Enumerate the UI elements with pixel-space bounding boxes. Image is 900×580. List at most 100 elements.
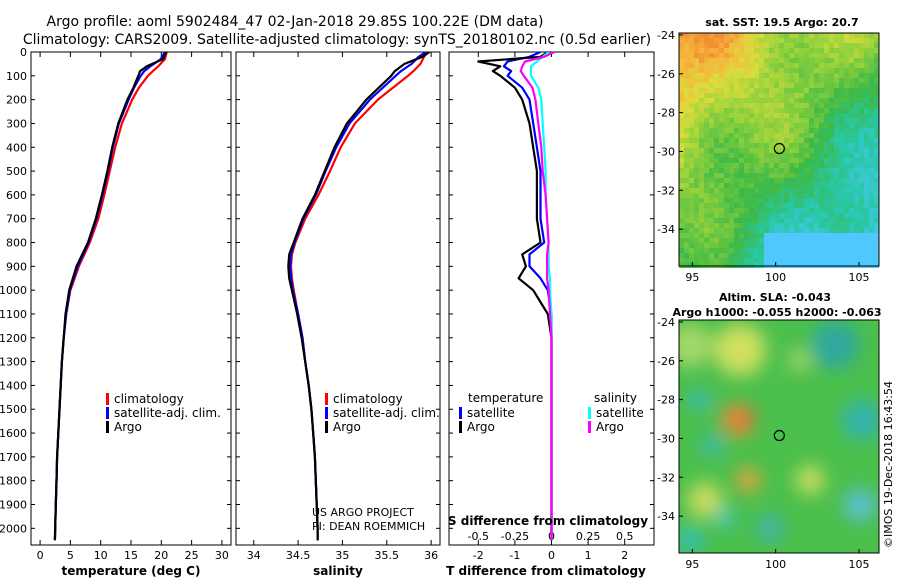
sst-cell [869, 128, 874, 133]
sst-cell [709, 218, 714, 223]
sst-cell [744, 203, 749, 208]
sst-cell [719, 233, 724, 238]
sst-cell [774, 173, 779, 178]
sst-cell [734, 68, 739, 73]
sst-cell [809, 243, 814, 248]
sst-cell [734, 113, 739, 118]
figure-title-line1: Argo profile: aoml 5902484_47 02-Jan-201… [47, 14, 544, 30]
sst-cell [694, 228, 699, 233]
sst-cell [809, 128, 814, 133]
sst-cell [689, 93, 694, 98]
sst-cell [819, 38, 824, 43]
sst-cell [694, 208, 699, 213]
sst-cell [729, 33, 734, 38]
sst-cell [699, 138, 704, 143]
sst-cell [869, 133, 874, 138]
sst-cell [699, 48, 704, 53]
sst-cell [844, 33, 849, 38]
sst-cell [784, 233, 789, 238]
sst-cell [719, 78, 724, 83]
sst-cell [874, 153, 879, 158]
sst-cell [794, 193, 799, 198]
sst-cell [869, 208, 874, 213]
sst-cell [749, 88, 754, 93]
sst-cell [684, 98, 689, 103]
sst-cell [844, 218, 849, 223]
sst-cell [824, 193, 829, 198]
sst-cell [714, 178, 719, 183]
sst-cell [844, 103, 849, 108]
sst-cell [804, 218, 809, 223]
sst-cell [844, 73, 849, 78]
sst-cell [859, 118, 864, 123]
sst-cell [779, 68, 784, 73]
sst-cell [819, 248, 824, 253]
sst-cell [709, 113, 714, 118]
map-x-tick-label: 105 [849, 271, 870, 284]
sst-cell [829, 88, 834, 93]
sst-cell [864, 83, 869, 88]
sst-cell [714, 188, 719, 193]
sst-cell [789, 198, 794, 203]
sst-cell [834, 118, 839, 123]
sst-cell [699, 223, 704, 228]
depth-tick-label: 1500 [0, 403, 27, 416]
sst-cell [804, 128, 809, 133]
sst-cell [689, 68, 694, 73]
sst-cell [739, 208, 744, 213]
sst-cell [799, 123, 804, 128]
sst-cell [794, 203, 799, 208]
sst-cell [814, 163, 819, 168]
temperature-lines [53, 52, 168, 541]
sst-cell [734, 48, 739, 53]
sst-cell [829, 153, 834, 158]
legend-swatch-satellite [106, 407, 109, 419]
sst-cell [734, 123, 739, 128]
sst-cell [794, 63, 799, 68]
sst-cell [679, 93, 684, 98]
sst-cell [844, 143, 849, 148]
sst-cell [854, 248, 859, 253]
sst-cell [804, 123, 809, 128]
legend-swatch-climatology [325, 393, 328, 405]
sst-cell [829, 108, 834, 113]
sst-cell [684, 128, 689, 133]
sst-cell [729, 123, 734, 128]
sst-cell [764, 143, 769, 148]
sst-cell [744, 188, 749, 193]
sst-cell [759, 213, 764, 218]
sst-cell [869, 178, 874, 183]
sst-cell [834, 258, 839, 263]
sst-cell [729, 128, 734, 133]
sst-cell [809, 113, 814, 118]
sst-cell [834, 143, 839, 148]
sst-cell [794, 178, 799, 183]
sst-cell [694, 108, 699, 113]
sst-cell [754, 163, 759, 168]
sst-cell [794, 73, 799, 78]
sst-cell [754, 68, 759, 73]
sst-cell [789, 133, 794, 138]
sst-cell [704, 53, 709, 58]
sst-cell [714, 193, 719, 198]
sst-cell [829, 33, 834, 38]
sla-map-title: Altim. SLA: -0.043 [719, 291, 831, 304]
sst-cell [814, 103, 819, 108]
sst-cell [729, 243, 734, 248]
sst-cell [819, 143, 824, 148]
sst-cell [849, 143, 854, 148]
sst-cell [874, 163, 879, 168]
sst-cell [829, 168, 834, 173]
depth-tick-label: 700 [6, 213, 27, 226]
sst-cell [874, 178, 879, 183]
sst-cell [859, 113, 864, 118]
sst-cell [749, 68, 754, 73]
sst-cell [699, 68, 704, 73]
sst-cell [754, 43, 759, 48]
sst-cell [839, 223, 844, 228]
sst-cell [814, 223, 819, 228]
sst-cell [739, 38, 744, 43]
sst-cell [829, 53, 834, 58]
temperature-legend: climatology satellite-adj. clim. Argo [106, 392, 221, 434]
sst-cell [819, 213, 824, 218]
